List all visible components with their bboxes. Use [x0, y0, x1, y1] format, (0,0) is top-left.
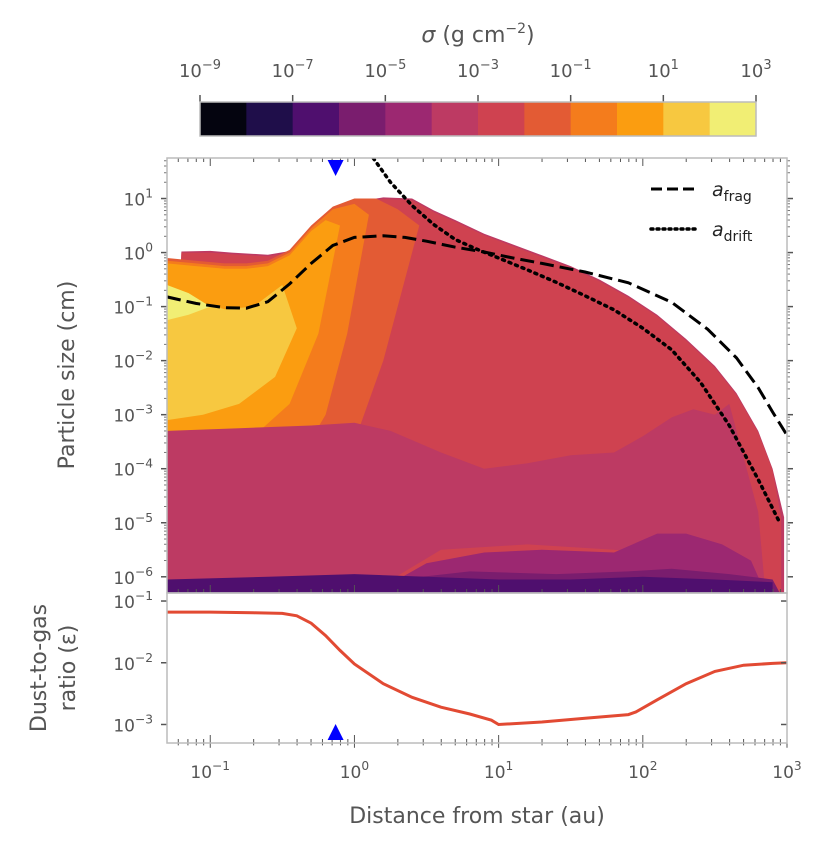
ratio-y-tick-label-0: 10−3	[113, 712, 153, 736]
colorbar-tick-label-5: 101	[648, 58, 679, 82]
contour-band-magenta	[167, 403, 766, 593]
legend: afrag adrift	[649, 179, 753, 245]
snow-line-marker-bottom	[327, 724, 344, 740]
main-y-tick-label-1: 10−5	[113, 511, 153, 535]
colorbar-tick-label-1: 10−7	[272, 58, 314, 82]
colorbar-band-1	[246, 102, 294, 136]
ratio-y-ticks: 10−3 10−2 10−1	[113, 589, 787, 736]
colorbar-band-9	[617, 102, 664, 136]
colorbar-frame	[199, 101, 757, 137]
x-axis-label: Distance from star (au)	[349, 804, 605, 829]
x-tick-label-4: 103	[772, 759, 801, 783]
ratio-curve	[167, 610, 787, 727]
main-y-axis-label: Particle size (cm)	[55, 281, 80, 470]
colorbar-tick-label-0: 10−9	[179, 58, 221, 82]
x-tick-label-0: 10−1	[190, 759, 230, 783]
ratio-y-axis-label-line1: Dust-to-gas	[27, 604, 52, 732]
main-y-tick-label-2: 10−4	[113, 457, 153, 481]
legend-label-drift: adrift	[712, 219, 753, 245]
colorbar-band-3	[339, 102, 386, 136]
ratio-y-axis-label-line2: ratio (ε)	[56, 625, 81, 712]
main-panel: 10−6 10−5 10−4 10−3 10−2 10−1 100 101 afrag adr…	[55, 157, 793, 594]
colorbar-tick-label-3: 10−3	[457, 58, 499, 82]
legend-label-frag: afrag	[712, 179, 752, 205]
colorbar: σ (g cm−2) 10−9 10−7 10−5 10−3 10−1 101 103	[179, 21, 772, 137]
colorbar-band-4	[385, 102, 433, 136]
contour-band-yellow	[167, 285, 297, 421]
contour-plot	[167, 158, 787, 593]
colorbar-band-10	[663, 102, 711, 136]
main-y-tick-label-5: 10−1	[113, 295, 153, 319]
x-tick-label-3: 102	[628, 759, 657, 783]
curve-a-drift	[371, 158, 782, 525]
colorbar-band-6	[478, 102, 525, 136]
ratio-panel: 10−3 10−2 10−1 10−1 100 101 102 103 Dust-to-ga…	[27, 589, 802, 829]
colorbar-band-0	[200, 102, 247, 136]
colorbar-label: σ (g cm−2)	[421, 21, 534, 48]
colorbar-tick-labels: 10−9 10−7 10−5 10−3 10−1 101 103	[179, 58, 772, 102]
size-limit-curves	[167, 158, 787, 525]
main-y-tick-label-0: 10−6	[113, 565, 153, 589]
contour-band-dark-purple	[167, 574, 773, 593]
curve-dust-to-gas-ratio	[167, 610, 787, 727]
colorbar-tick-label-6: 103	[740, 58, 771, 82]
colorbar-band-8	[570, 102, 618, 136]
main-y-tick-label-7: 101	[124, 187, 153, 211]
main-y-tick-label-4: 10−2	[113, 349, 153, 373]
ratio-minor-ticks	[177, 735, 788, 748]
colorbar-band-7	[524, 102, 572, 136]
colorbar-tick-label-4: 10−1	[550, 58, 592, 82]
curve-a-frag	[167, 234, 787, 436]
colorbar-band-11	[709, 102, 757, 136]
main-y-ticks: 10−6 10−5 10−4 10−3 10−2 10−1 100 101	[113, 160, 793, 589]
colorbar-tick-label-2: 10−5	[364, 58, 406, 82]
main-y-tick-label-3: 10−3	[113, 403, 153, 427]
x-tick-label-2: 101	[484, 759, 513, 783]
main-y-tick-label-6: 100	[124, 241, 153, 265]
x-tick-label-1: 100	[340, 759, 369, 783]
colorbar-band-2	[292, 102, 340, 136]
ratio-y-tick-label-2: 10−1	[113, 589, 153, 613]
ratio-x-ticks: 10−1 100 101 102 103	[190, 759, 801, 783]
ratio-panel-frame	[166, 592, 788, 744]
colorbar-bands	[200, 102, 757, 136]
colorbar-band-5	[431, 102, 479, 136]
snow-line-marker-top	[327, 160, 344, 176]
ratio-y-tick-label-1: 10−2	[113, 651, 153, 675]
